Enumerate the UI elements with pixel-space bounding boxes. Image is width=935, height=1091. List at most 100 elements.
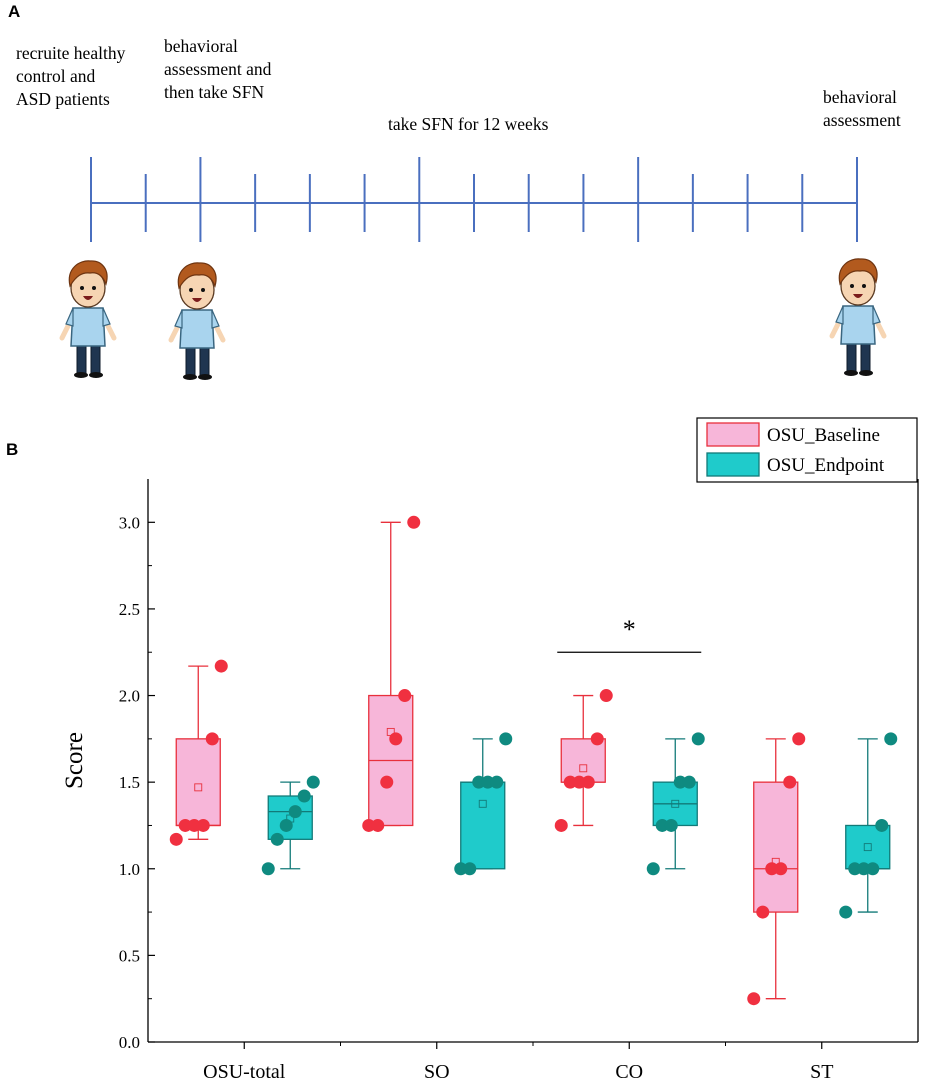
panel-a-label: A bbox=[8, 2, 21, 21]
child-right-leg bbox=[860, 339, 871, 373]
stage2-text: behavioral assessment and then take SFN bbox=[164, 35, 271, 104]
child-right-leg bbox=[90, 341, 101, 375]
data-point bbox=[839, 905, 853, 919]
data-point bbox=[756, 905, 770, 919]
data-point bbox=[499, 732, 513, 746]
child-hair bbox=[177, 262, 217, 290]
x-tick-label: CO bbox=[615, 1061, 643, 1083]
data-point bbox=[380, 775, 394, 789]
child-left-sleeve bbox=[835, 305, 844, 325]
data-point bbox=[196, 818, 210, 832]
stage3-text: behavioral assessment bbox=[823, 86, 901, 132]
child-right-shoe bbox=[859, 370, 873, 376]
stage1-text: recruite healthy control and ASD patient… bbox=[16, 42, 125, 111]
box-iqr bbox=[845, 824, 891, 870]
data-point bbox=[747, 992, 761, 1006]
box-iqr bbox=[753, 781, 799, 913]
data-point bbox=[848, 862, 862, 876]
child-icon bbox=[829, 258, 887, 376]
child-left-shoe bbox=[183, 374, 197, 380]
data-point bbox=[581, 775, 595, 789]
data-point bbox=[884, 732, 898, 746]
data-point bbox=[362, 818, 376, 832]
data-point bbox=[655, 818, 669, 832]
data-point bbox=[178, 818, 192, 832]
child-shirt bbox=[179, 309, 215, 349]
data-point bbox=[389, 732, 403, 746]
stage3-line-2: assessment bbox=[823, 110, 901, 130]
stage2-line-3: then take SFN bbox=[164, 82, 265, 102]
data-point bbox=[297, 789, 311, 803]
data-point bbox=[261, 862, 275, 876]
timeline bbox=[90, 157, 858, 242]
child-shirt bbox=[70, 307, 106, 347]
box-group bbox=[454, 732, 513, 876]
child-shirt bbox=[840, 305, 876, 345]
legend: OSU_Baseline OSU_Endpoint bbox=[696, 417, 918, 483]
stage1-line-2: control and bbox=[16, 66, 96, 86]
mean-marker bbox=[579, 764, 588, 773]
box-group bbox=[646, 732, 705, 876]
data-point bbox=[664, 818, 678, 832]
middle-text: take SFN for 12 weeks bbox=[388, 114, 549, 134]
box-iqr bbox=[175, 738, 221, 827]
stage2-line-2: assessment and bbox=[164, 59, 272, 79]
child-right-eye bbox=[862, 284, 866, 288]
child-mouth bbox=[853, 294, 863, 298]
child-right-sleeve bbox=[211, 309, 220, 329]
child-right-shoe bbox=[198, 374, 212, 380]
child-left-leg bbox=[76, 341, 87, 375]
data-point bbox=[407, 515, 421, 529]
data-point bbox=[646, 862, 660, 876]
data-point bbox=[279, 818, 293, 832]
legend-label: OSU_Baseline bbox=[767, 425, 880, 446]
child-right-leg bbox=[199, 343, 210, 377]
stage1-line-1: recruite healthy bbox=[16, 43, 126, 63]
child-hair bbox=[838, 258, 878, 286]
child-icon bbox=[59, 260, 117, 378]
mean-marker bbox=[478, 799, 487, 808]
data-point bbox=[205, 732, 219, 746]
data-point bbox=[866, 862, 880, 876]
y-tick-label: 0.5 bbox=[119, 946, 140, 965]
box-iqr bbox=[460, 781, 506, 870]
child-left-eye bbox=[850, 284, 854, 288]
data-point bbox=[875, 818, 889, 832]
y-tick-label: 1.5 bbox=[119, 773, 140, 792]
child-icon bbox=[168, 262, 226, 380]
box-chart: 0.0 0.5 1.0 1.5 2.0 2.5 3.0 Score OSU-total SO CO S… bbox=[61, 417, 919, 1083]
data-point bbox=[590, 732, 604, 746]
data-point bbox=[774, 862, 788, 876]
x-tick-label: SO bbox=[424, 1061, 450, 1083]
box-group bbox=[839, 732, 898, 919]
data-point bbox=[472, 775, 486, 789]
child-right-eye bbox=[201, 288, 205, 292]
x-tick-label: OSU-total bbox=[203, 1061, 286, 1083]
y-tick-label: 2.0 bbox=[119, 687, 140, 706]
data-point bbox=[599, 689, 613, 703]
box-group bbox=[747, 732, 806, 1006]
data-point bbox=[682, 775, 696, 789]
child-left-leg bbox=[185, 343, 196, 377]
legend-swatch bbox=[706, 452, 760, 477]
child-left-leg bbox=[846, 339, 857, 373]
stage2-line-1: behavioral bbox=[164, 36, 238, 56]
y-tick-label: 1.0 bbox=[119, 860, 140, 879]
box-group bbox=[554, 689, 613, 832]
data-point bbox=[792, 732, 806, 746]
significance-label: * bbox=[623, 615, 636, 644]
data-point bbox=[169, 832, 183, 846]
legend-swatch bbox=[706, 422, 760, 447]
child-right-sleeve bbox=[872, 305, 881, 325]
data-point bbox=[306, 775, 320, 789]
child-mouth bbox=[192, 298, 202, 302]
mean-marker bbox=[863, 843, 872, 852]
child-mouth bbox=[83, 296, 93, 300]
data-point bbox=[481, 775, 495, 789]
stage3-line-1: behavioral bbox=[823, 87, 897, 107]
data-point bbox=[270, 832, 284, 846]
data-point bbox=[765, 862, 779, 876]
child-left-shoe bbox=[74, 372, 88, 378]
data-point bbox=[214, 659, 228, 673]
